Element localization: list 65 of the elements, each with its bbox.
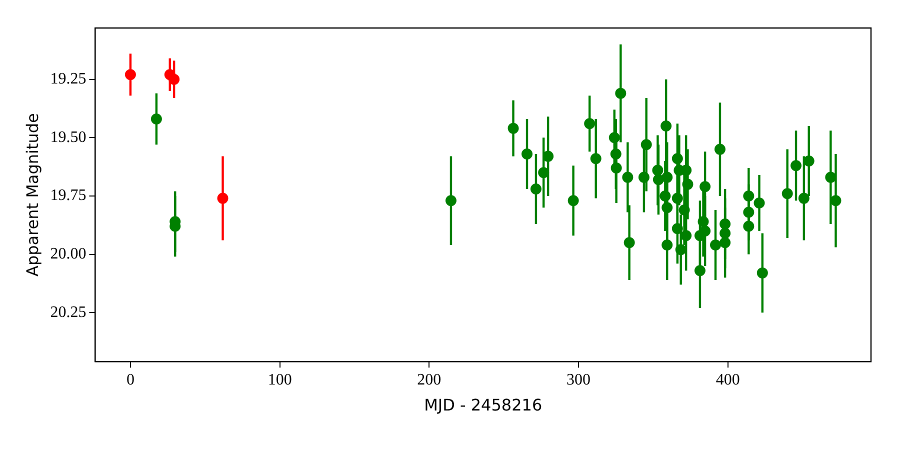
y-axis-title: Apparent Magnitude [22, 113, 42, 277]
x-tick-label: 400 [716, 371, 740, 388]
point [743, 220, 754, 232]
point [538, 167, 550, 178]
point [682, 178, 694, 190]
point [168, 74, 180, 85]
point [530, 183, 542, 194]
point [622, 172, 634, 183]
point [672, 153, 683, 164]
y-tick-label: 19.50 [50, 128, 86, 146]
point [150, 113, 162, 124]
point [522, 148, 533, 160]
point [720, 218, 731, 230]
point [445, 195, 456, 206]
point [720, 237, 731, 248]
point [640, 139, 652, 150]
point [680, 230, 692, 242]
point [660, 190, 671, 202]
point [608, 132, 620, 144]
point [782, 188, 793, 200]
point [700, 225, 711, 236]
point [754, 197, 765, 208]
point [743, 206, 754, 218]
point [662, 239, 673, 250]
point [610, 162, 622, 174]
point [720, 228, 731, 239]
point [590, 153, 602, 164]
point [568, 195, 579, 206]
point [798, 192, 810, 204]
point [825, 172, 836, 183]
point [672, 192, 683, 204]
x-tick-label: 200 [417, 371, 442, 388]
point [615, 88, 626, 99]
point [584, 118, 596, 130]
point [660, 120, 672, 132]
point [662, 172, 673, 183]
point [790, 160, 802, 172]
point [624, 237, 635, 248]
point [694, 265, 706, 276]
point [678, 204, 690, 216]
point [652, 164, 664, 176]
x-tick-label: 300 [566, 371, 591, 388]
point [124, 69, 136, 80]
point [743, 190, 754, 202]
point [652, 174, 664, 186]
point [610, 148, 622, 160]
point [830, 195, 842, 206]
y-tick-label: 20.00 [50, 245, 86, 262]
point [508, 122, 519, 134]
y-tick-label: 19.25 [50, 70, 86, 88]
x-tick-label: 100 [268, 371, 292, 388]
x-axis-title: MJD - 2458216 [424, 396, 542, 415]
point [217, 192, 228, 204]
point [756, 267, 768, 278]
y-tick-label: 20.25 [50, 304, 86, 321]
point [662, 202, 673, 214]
point [714, 144, 726, 155]
point [698, 216, 709, 228]
point [700, 181, 711, 192]
y-tick-label: 19.75 [50, 187, 86, 204]
point [675, 244, 686, 256]
x-tick-label: 0 [126, 371, 134, 388]
point [672, 223, 683, 234]
point [638, 172, 650, 183]
point [710, 239, 722, 250]
